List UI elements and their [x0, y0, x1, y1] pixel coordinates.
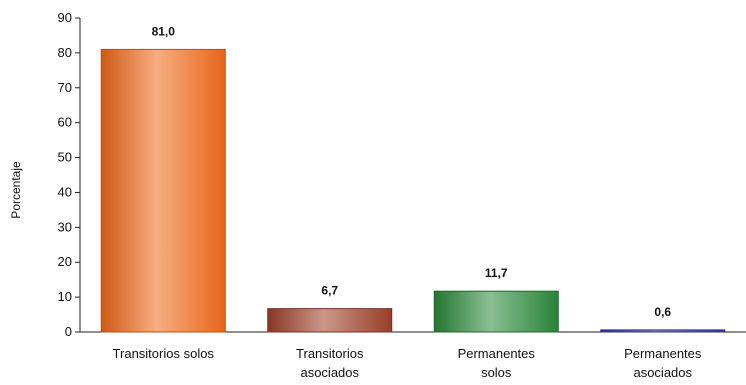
y-tick-label: 60: [58, 115, 72, 130]
bar-2: [267, 308, 393, 333]
labels: 81,0 Transitorios solos 6,7 Transitorios aso…: [113, 24, 702, 380]
data-label: 81,0: [152, 24, 176, 38]
x-category-label: asociados: [633, 365, 692, 380]
bars: [100, 48, 726, 333]
bar-4: [600, 329, 726, 333]
y-tick-label: 30: [58, 219, 72, 234]
y-tick-label: 10: [58, 289, 72, 304]
y-tick-label: 20: [58, 254, 72, 269]
x-category-label: solos: [481, 365, 512, 380]
x-category-label: Transitorios: [296, 346, 364, 361]
y-tick-label: 90: [58, 10, 72, 25]
y-tick-label: 50: [58, 150, 72, 165]
x-category-label: Permanentes: [624, 346, 702, 361]
x-category-label: Permanentes: [458, 346, 536, 361]
bar-1: [100, 48, 226, 333]
y-tick-label: 40: [58, 184, 72, 199]
bar-3: [433, 290, 559, 333]
y-tick-label: 80: [58, 45, 72, 60]
x-category-label: asociados: [300, 365, 359, 380]
y-tick-label: 0: [65, 324, 72, 339]
x-category-label: Transitorios solos: [113, 346, 215, 361]
data-label: 11,7: [485, 266, 508, 280]
data-label: 6,7: [321, 284, 338, 298]
data-label: 0,6: [654, 305, 671, 319]
y-tick-label: 70: [58, 80, 72, 95]
y-axis-title: Porcentaje: [9, 161, 23, 219]
